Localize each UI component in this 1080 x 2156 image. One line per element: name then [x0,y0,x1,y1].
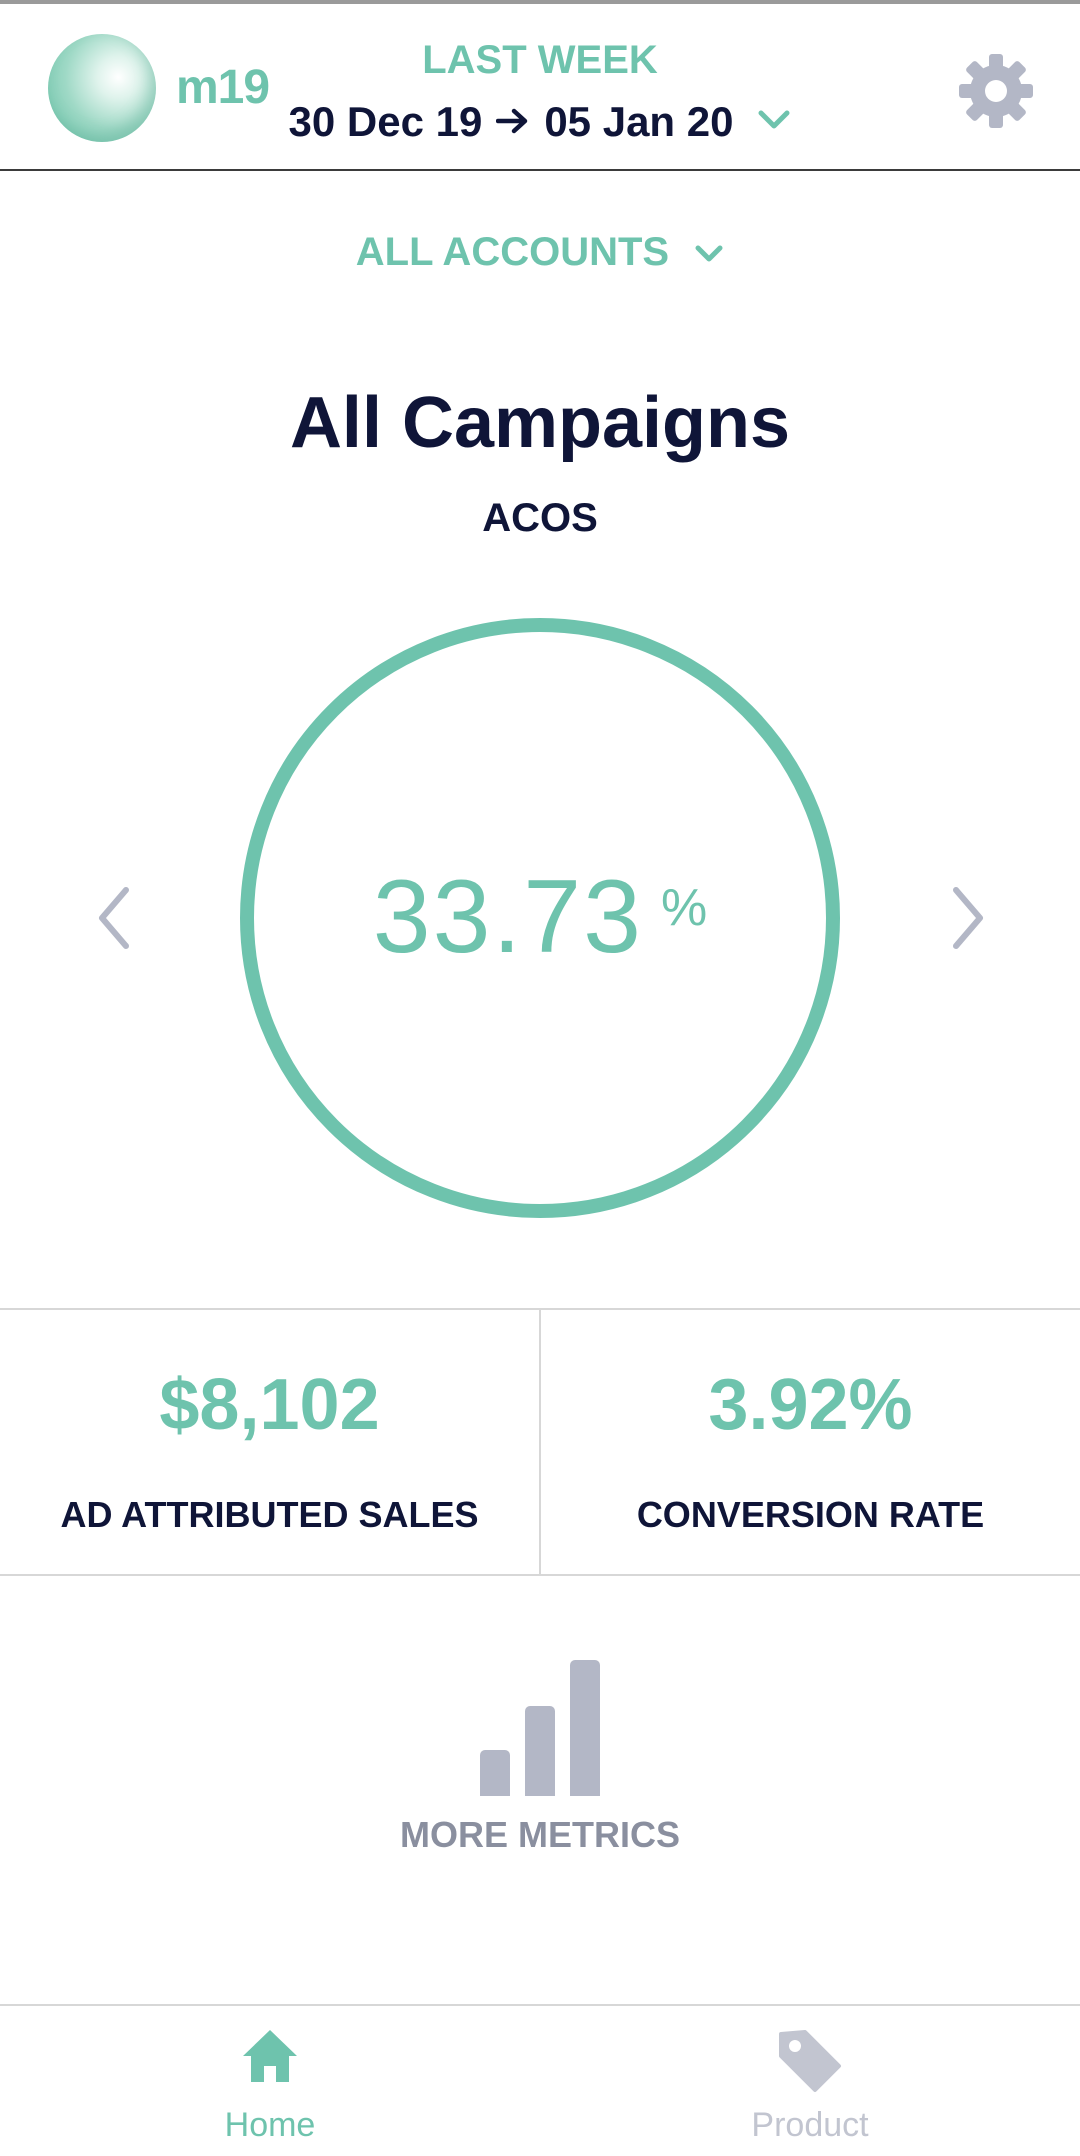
chevron-down-icon [680,230,724,274]
chevron-down-icon [757,105,791,139]
metric-unit: % [661,879,708,937]
bar-chart-icon [480,1660,600,1796]
metric-value-display: 33.73% [240,858,840,977]
tag-icon [779,2030,841,2092]
bottom-nav: Home Product [0,2004,1080,2156]
nav-item-product[interactable]: Product [540,2006,1080,2156]
arrow-right-icon [496,98,530,146]
metric-name: ACOS [482,496,598,540]
account-selector-label: ALL ACCOUNTS [355,230,670,274]
metric-value: 33.73 [372,859,643,975]
date-range-selector[interactable]: 30 Dec 19 05 Jan 20 [0,98,1080,146]
stat-value: 3.92% [708,1365,913,1445]
stat-conversion-rate[interactable]: 3.92% CONVERSION RATE [539,1310,1080,1574]
home-icon [243,2030,297,2082]
stat-label: CONVERSION RATE [636,1494,985,1535]
nav-item-label: Home [224,2106,316,2144]
period-label[interactable]: LAST WEEK [422,38,658,82]
logo [48,34,156,142]
stat-value: $8,102 [159,1365,380,1445]
more-metrics-button[interactable]: MORE METRICS [0,1660,1080,1856]
stats-row: $8,102 AD ATTRIBUTED SALES 3.92% CONVERS… [0,1308,1080,1576]
stat-ad-attributed-sales[interactable]: $8,102 AD ATTRIBUTED SALES [0,1310,539,1574]
status-divider [0,0,1080,4]
nav-item-label: Product [751,2106,869,2144]
date-end: 05 Jan 20 [544,98,734,145]
nav-item-home[interactable]: Home [0,2006,540,2156]
brand-name: m19 [176,61,270,114]
more-metrics-label: MORE METRICS [399,1814,680,1855]
stat-label: AD ATTRIBUTED SALES [60,1494,479,1535]
date-start: 30 Dec 19 [288,98,483,145]
chevron-left-icon[interactable] [74,870,154,970]
chevron-right-icon[interactable] [928,870,1008,970]
page-title: All Campaigns [289,383,791,463]
gear-icon[interactable] [955,50,1037,132]
account-selector[interactable]: ALL ACCOUNTS [0,230,1080,275]
header: m19 LAST WEEK 30 Dec 19 05 Jan 20 [0,4,1080,171]
